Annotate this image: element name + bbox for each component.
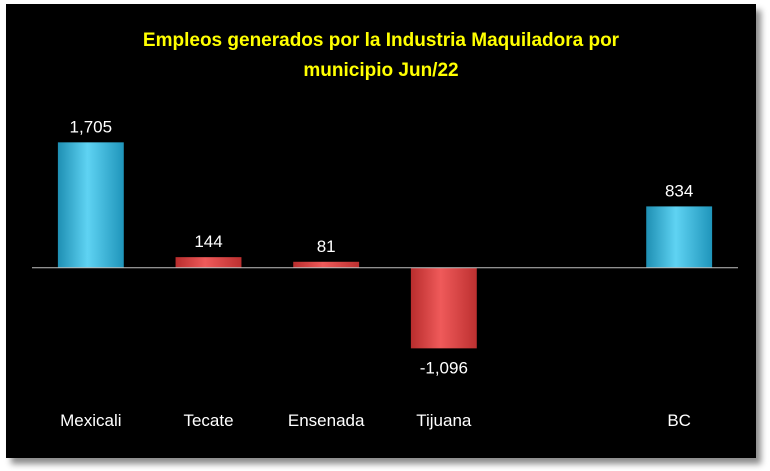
bar-chart: 1,705 Mexicali 144 Tecate 81 Ensenada -1,096 Ti… <box>32 117 738 430</box>
value-label-tecate: 144 <box>194 232 222 251</box>
category-label-tijuana: Tijuana <box>416 411 472 430</box>
chart-title-line-1: Empleos generados por la Industria Maqui… <box>142 30 620 51</box>
chart-title-line-2: municipio Jun/22 <box>303 60 459 81</box>
chart-title: Empleos generados por la Industria Maqui… <box>6 26 756 86</box>
category-label-bc: BC <box>667 411 691 430</box>
value-label-mexicali: 1,705 <box>70 117 113 136</box>
value-label-tijuana: -1,096 <box>420 358 468 377</box>
category-label-tecate: Tecate <box>183 411 233 430</box>
category-label-mexicali: Mexicali <box>60 411 121 430</box>
value-label-ensenada: 81 <box>317 237 336 256</box>
bar-tecate <box>175 257 242 268</box>
bar-bc <box>646 206 713 268</box>
category-label-ensenada: Ensenada <box>288 411 365 430</box>
bar-ensenada <box>293 261 360 268</box>
value-label-bc: 834 <box>665 181 693 200</box>
chart-frame: Empleos generados por la Industria Maqui… <box>6 4 756 458</box>
bar-mexicali <box>57 142 124 268</box>
bar-tijuana <box>410 267 477 349</box>
